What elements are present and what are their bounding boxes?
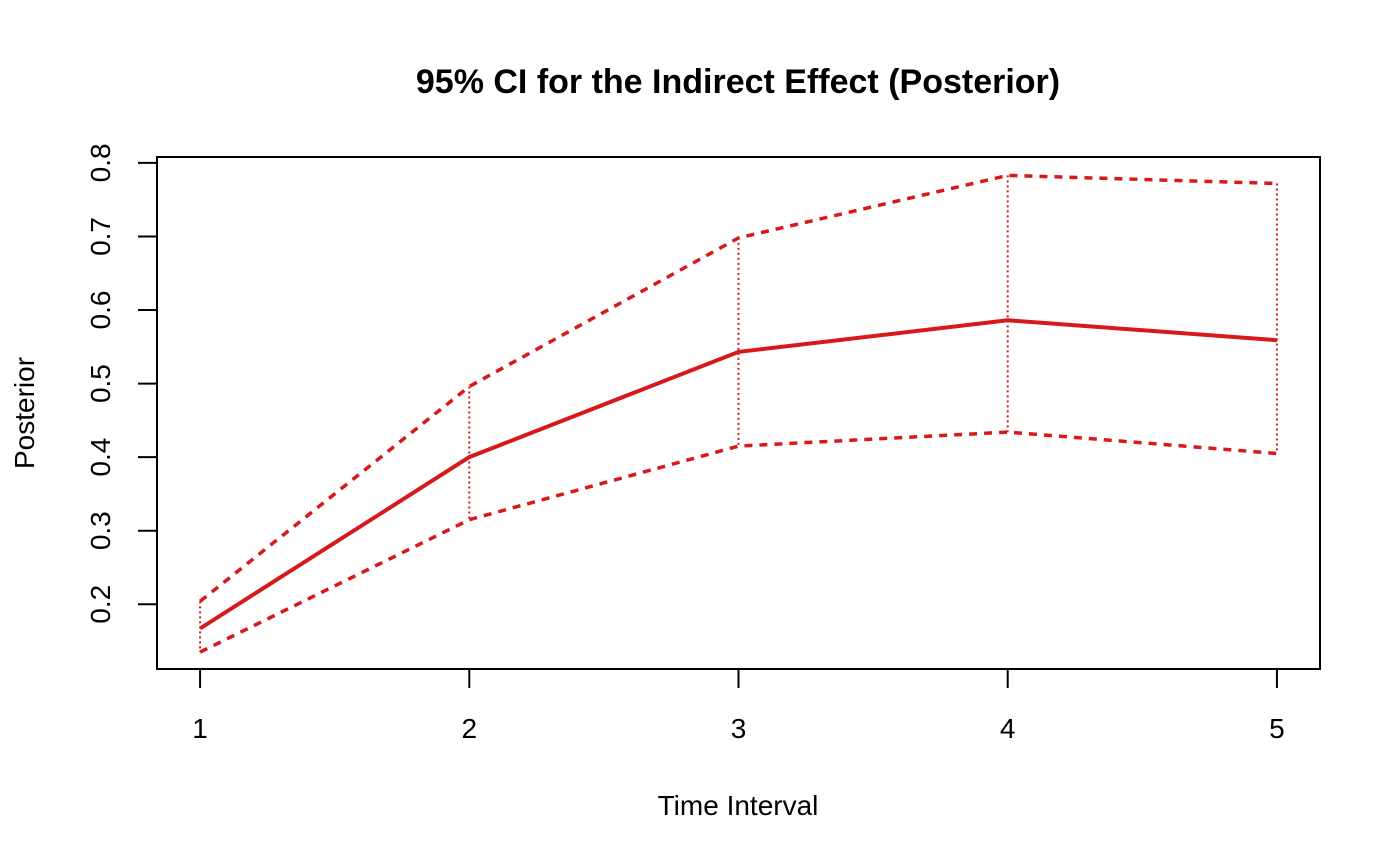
y-tick-label: 0.6 bbox=[85, 291, 116, 330]
x-tick-label: 1 bbox=[192, 713, 208, 744]
series-line-upper bbox=[199, 173, 1277, 603]
series-line-lower bbox=[199, 430, 1278, 654]
y-tick-label: 0.3 bbox=[85, 511, 116, 550]
chart-title: 95% CI for the Indirect Effect (Posterio… bbox=[416, 63, 1060, 101]
y-tick-label: 0.8 bbox=[85, 143, 116, 182]
y-tick-label: 0.5 bbox=[85, 364, 116, 403]
y-tick-label: 0.2 bbox=[85, 585, 116, 624]
series-line-estimate bbox=[199, 318, 1278, 631]
x-axis-label: Time Interval bbox=[658, 790, 819, 821]
y-axis-label: Posterior bbox=[9, 357, 40, 469]
x-tick-label: 2 bbox=[461, 713, 477, 744]
ci-whiskers bbox=[199, 175, 1278, 653]
x-tick-label: 5 bbox=[1269, 713, 1285, 744]
y-tick-label: 0.7 bbox=[85, 217, 116, 256]
y-axis: 0.2 0.3 0.4 0.5 0.6 0.7 0.8 bbox=[85, 143, 158, 624]
x-tick-label: 4 bbox=[1000, 713, 1016, 744]
x-tick-label: 3 bbox=[731, 713, 747, 744]
series-lines bbox=[199, 173, 1278, 654]
x-axis: 1 2 3 4 5 bbox=[192, 668, 1285, 744]
y-tick-label: 0.4 bbox=[85, 438, 116, 477]
